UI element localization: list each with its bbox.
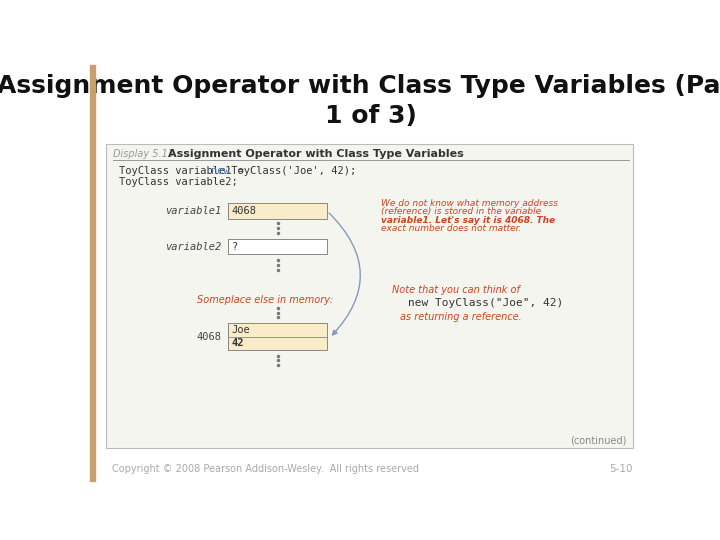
Bar bbox=[90, 65, 96, 481]
Text: 5-10: 5-10 bbox=[609, 464, 632, 474]
Text: Assignment Operator with Class Type Variables: Assignment Operator with Class Type Vari… bbox=[168, 149, 463, 159]
Text: new ToyClass("Joe", 42): new ToyClass("Joe", 42) bbox=[408, 299, 563, 308]
Text: (continued): (continued) bbox=[570, 436, 626, 446]
Text: variable1. Let's say it is 4068. The: variable1. Let's say it is 4068. The bbox=[381, 216, 554, 225]
FancyBboxPatch shape bbox=[106, 144, 632, 448]
Text: 4068: 4068 bbox=[197, 332, 222, 342]
Text: ToyClass variable1 =: ToyClass variable1 = bbox=[120, 166, 251, 176]
Text: Assignment Operator with Class Type Variables (Part
1 of 3): Assignment Operator with Class Type Vari… bbox=[0, 74, 720, 128]
Text: Someplace else in memory:: Someplace else in memory: bbox=[197, 295, 333, 305]
Text: 42: 42 bbox=[232, 338, 244, 348]
Text: 4068: 4068 bbox=[232, 206, 257, 216]
Text: (reference) is stored in the variable: (reference) is stored in the variable bbox=[381, 207, 541, 217]
Bar bbox=[228, 323, 327, 350]
Text: exact number does not matter.: exact number does not matter. bbox=[381, 224, 521, 233]
Text: variable1: variable1 bbox=[166, 206, 222, 216]
Text: variable2: variable2 bbox=[166, 241, 222, 252]
Text: as returning a reference.: as returning a reference. bbox=[400, 312, 522, 322]
Text: Copyright © 2008 Pearson Addison-Wesley.  All rights reserved: Copyright © 2008 Pearson Addison-Wesley.… bbox=[112, 464, 419, 474]
Text: ToyClass variable2;: ToyClass variable2; bbox=[120, 177, 238, 187]
Text: Display 5.13: Display 5.13 bbox=[113, 149, 174, 159]
Text: ToyClass('Joe', 42);: ToyClass('Joe', 42); bbox=[225, 166, 356, 176]
Text: We do not know what memory address: We do not know what memory address bbox=[381, 199, 557, 208]
Text: new: new bbox=[211, 166, 230, 176]
Text: Note that you can think of: Note that you can think of bbox=[392, 285, 520, 295]
Bar bbox=[228, 204, 327, 219]
Text: ?: ? bbox=[232, 241, 238, 252]
Bar bbox=[228, 239, 327, 254]
Text: Joe: Joe bbox=[232, 325, 251, 335]
